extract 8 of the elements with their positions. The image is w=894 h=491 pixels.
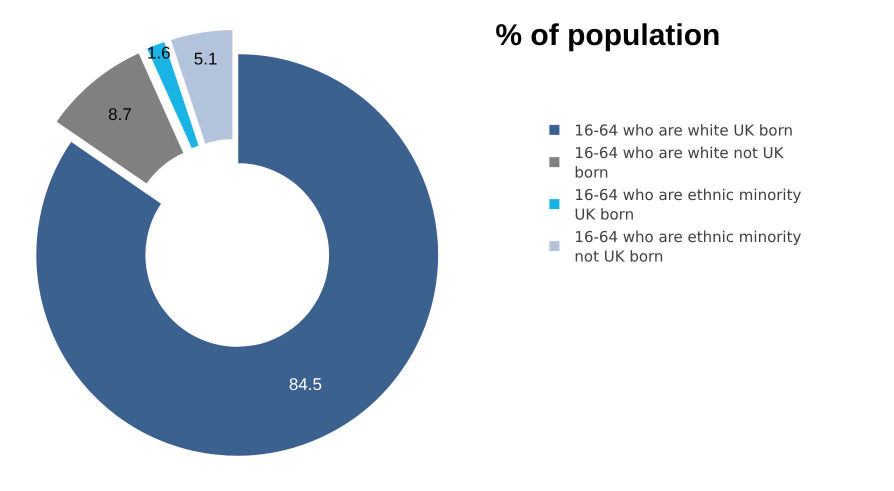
data-label: 5.1 [194, 50, 218, 69]
legend-label: 16-64 who are ethnic minority UK born [574, 186, 802, 224]
data-label: 8.7 [108, 104, 132, 124]
chart-title: % of population [495, 18, 720, 52]
legend-label: 16-64 who are white not UK born [574, 144, 785, 182]
data-label: 84.5 [288, 374, 322, 394]
legend-label: 16-64 who are ethnic minority not UK born [574, 228, 802, 266]
legend-label: 16-64 who are white UK born [574, 122, 794, 140]
